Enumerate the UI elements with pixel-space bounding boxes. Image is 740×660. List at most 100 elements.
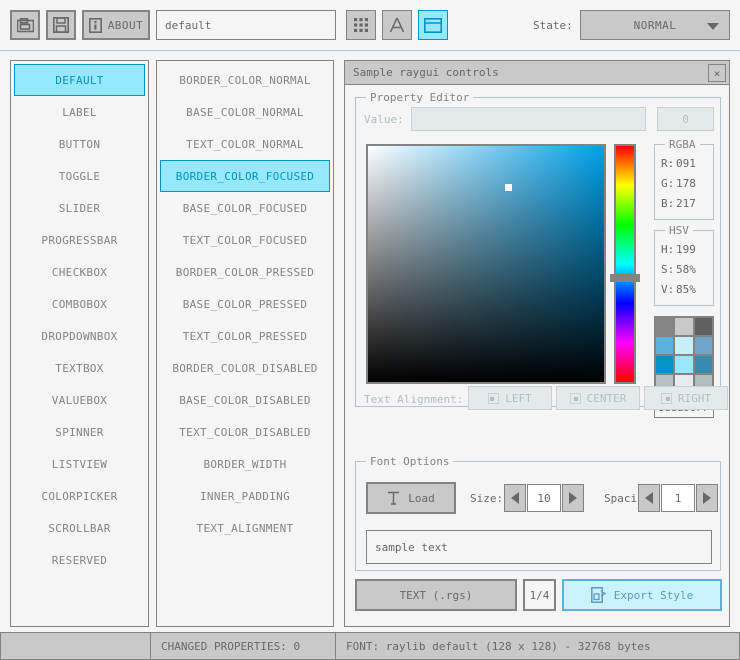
font-size-decrement-button[interactable] <box>504 484 526 512</box>
hsv-h-label: H: <box>661 243 675 256</box>
rgba-r-value[interactable]: 091 <box>676 157 696 170</box>
close-icon[interactable]: × <box>708 64 726 82</box>
property-list-item-label: BORDER_WIDTH <box>203 457 287 471</box>
control-list-item-label: SLIDER <box>58 201 101 215</box>
value-button[interactable]: 0 <box>657 107 714 131</box>
align-left-label: LEFT <box>505 391 532 405</box>
property-list-item[interactable]: BORDER_COLOR_DISABLED <box>160 352 330 384</box>
font-size-increment-button[interactable] <box>562 484 584 512</box>
hue-selector-handle[interactable] <box>610 274 640 282</box>
floppy-save-icon <box>53 17 69 33</box>
color-swatch[interactable] <box>694 318 712 335</box>
control-list-item[interactable]: BUTTON <box>14 128 145 160</box>
control-list-item[interactable]: SLIDER <box>14 192 145 224</box>
load-font-button[interactable]: Load <box>366 482 456 514</box>
toggle-window-button[interactable] <box>418 10 448 40</box>
control-list-item[interactable]: DROPDOWNBOX <box>14 320 145 352</box>
property-list-item[interactable]: BASE_COLOR_PRESSED <box>160 288 330 320</box>
font-options-group-title: Font Options <box>366 455 454 468</box>
text-align-center-button[interactable]: CENTER <box>556 386 640 410</box>
hue-bar[interactable] <box>614 144 636 384</box>
export-style-button[interactable]: Export Style <box>562 579 722 611</box>
text-rgs-button[interactable]: TEXT (.rgs) <box>355 579 517 611</box>
property-list-item[interactable]: BORDER_COLOR_PRESSED <box>160 256 330 288</box>
align-right-label: RIGHT <box>677 391 712 405</box>
property-list-item-label: BASE_COLOR_DISABLED <box>179 393 311 407</box>
hsv-s-value[interactable]: 58% <box>676 263 696 276</box>
color-swatch[interactable] <box>675 318 693 335</box>
control-list-item[interactable]: SPINNER <box>14 416 145 448</box>
font-spacing-increment-button[interactable] <box>696 484 718 512</box>
property-list-item[interactable]: BORDER_COLOR_FOCUSED <box>160 160 330 192</box>
font-spacing-value[interactable]: 1 <box>661 484 695 512</box>
control-list-item[interactable]: RESERVED <box>14 544 145 576</box>
control-list-item[interactable]: TEXTBOX <box>14 352 145 384</box>
toggle-font-button[interactable] <box>382 10 412 40</box>
window-titlebar: Sample raygui controls × <box>345 61 729 85</box>
save-style-button[interactable] <box>46 10 76 40</box>
property-list-item-label: BASE_COLOR_FOCUSED <box>182 201 308 215</box>
top-toolbar: ABOUT <box>0 0 740 51</box>
hsv-v-value[interactable]: 85% <box>676 283 696 296</box>
property-list-item[interactable]: INNER_PADDING <box>160 480 330 512</box>
color-swatch-grid[interactable] <box>654 316 714 394</box>
control-list-item[interactable]: LABEL <box>14 96 145 128</box>
status-bar: CHANGED PROPERTIES: 0 FONT: raylib defau… <box>0 632 740 660</box>
control-list-item[interactable]: SCROLLBAR <box>14 512 145 544</box>
font-size-label: Size: <box>470 492 504 505</box>
toggle-grid-button[interactable] <box>346 10 376 40</box>
rgba-r-label: R: <box>661 157 675 170</box>
control-list-item[interactable]: LISTVIEW <box>14 448 145 480</box>
color-picker-selector[interactable] <box>504 183 512 191</box>
color-swatch[interactable] <box>656 318 674 335</box>
state-dropdown[interactable]: NORMAL <box>580 10 730 40</box>
arrow-right-icon <box>703 492 711 504</box>
color-swatch[interactable] <box>656 356 674 373</box>
property-list-item[interactable]: TEXT_COLOR_FOCUSED <box>160 224 330 256</box>
property-list-item[interactable]: BORDER_COLOR_NORMAL <box>160 64 330 96</box>
properties-list-panel: BORDER_COLOR_NORMAL BASE_COLOR_NORMAL TEXT… <box>156 60 334 627</box>
value-input[interactable] <box>411 107 646 131</box>
export-file-icon <box>590 587 606 603</box>
text-align-left-button[interactable]: LEFT <box>468 386 552 410</box>
color-swatch[interactable] <box>656 337 674 354</box>
color-picker-area[interactable] <box>366 144 606 384</box>
status-changed-properties: CHANGED PROPERTIES: 0 <box>150 632 335 660</box>
color-swatch[interactable] <box>675 356 693 373</box>
rgba-g-value[interactable]: 178 <box>676 177 696 190</box>
control-list-item[interactable]: COLORPICKER <box>14 480 145 512</box>
control-list-item[interactable]: CHECKBOX <box>14 256 145 288</box>
text-align-right-button[interactable]: RIGHT <box>644 386 728 410</box>
control-list-item[interactable]: PROGRESSBAR <box>14 224 145 256</box>
property-list-item[interactable]: BASE_COLOR_DISABLED <box>160 384 330 416</box>
font-a-icon <box>388 16 406 34</box>
rgba-b-value[interactable]: 217 <box>676 197 696 210</box>
property-list-item[interactable]: TEXT_COLOR_PRESSED <box>160 320 330 352</box>
about-button[interactable]: ABOUT <box>82 10 150 40</box>
sample-text-input[interactable] <box>366 530 712 564</box>
hsv-h-value[interactable]: 199 <box>676 243 696 256</box>
page-counter-button[interactable]: 1/4 <box>523 579 556 611</box>
property-list-item[interactable]: TEXT_ALIGNMENT <box>160 512 330 544</box>
control-list-item[interactable]: COMBOBOX <box>14 288 145 320</box>
property-list-item-label: TEXT_COLOR_FOCUSED <box>182 233 308 247</box>
color-swatch[interactable] <box>694 337 712 354</box>
property-list-item-label: TEXT_COLOR_DISABLED <box>179 425 311 439</box>
font-spacing-decrement-button[interactable] <box>638 484 660 512</box>
style-name-input[interactable] <box>156 10 336 40</box>
property-list-item[interactable]: TEXT_COLOR_DISABLED <box>160 416 330 448</box>
control-list-item[interactable]: VALUEBOX <box>14 384 145 416</box>
property-list-item-label: BASE_COLOR_PRESSED <box>182 297 308 311</box>
property-list-item[interactable]: BASE_COLOR_FOCUSED <box>160 192 330 224</box>
open-style-button[interactable] <box>10 10 40 40</box>
hsv-group: HSV H: 199 S: 58% V: 85% <box>654 224 714 306</box>
control-list-item[interactable]: DEFAULT <box>14 64 145 96</box>
control-list-item[interactable]: TOGGLE <box>14 160 145 192</box>
property-list-item[interactable]: BORDER_WIDTH <box>160 448 330 480</box>
property-list-item[interactable]: TEXT_COLOR_NORMAL <box>160 128 330 160</box>
controls-list-panel: DEFAULT LABEL BUTTON TOGGLE SLIDER PROGRESSBA… <box>10 60 149 627</box>
color-swatch[interactable] <box>675 337 693 354</box>
color-swatch[interactable] <box>694 356 712 373</box>
font-size-value[interactable]: 10 <box>527 484 561 512</box>
property-list-item[interactable]: BASE_COLOR_NORMAL <box>160 96 330 128</box>
